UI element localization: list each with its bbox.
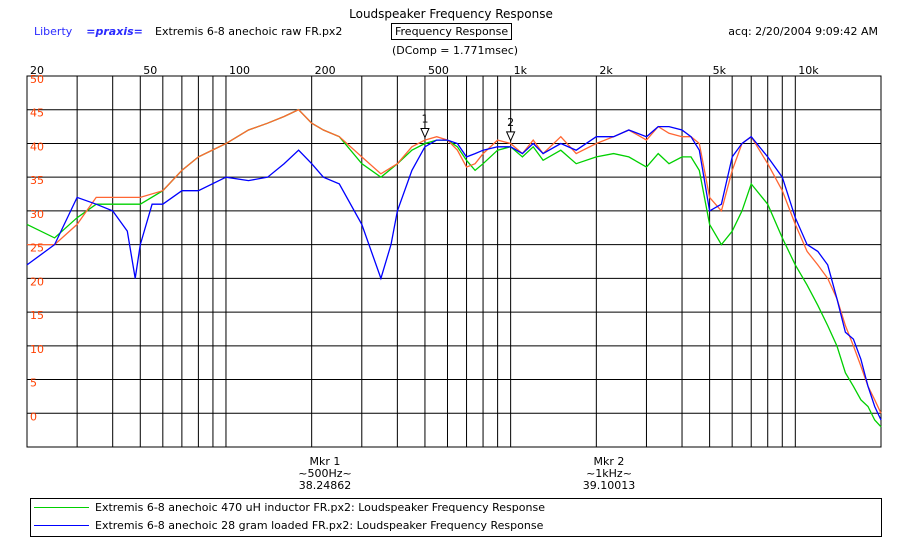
marker-number: 2 [507, 116, 514, 129]
marker-2-label: Mkr 2 [593, 455, 625, 468]
brand-logo: Liberty =praxis= [34, 25, 143, 38]
marker-1-frequency: ~500Hz~ [298, 467, 352, 480]
chart-title: Loudspeaker Frequency Response [349, 7, 553, 21]
y-tick-label: 5 [30, 377, 37, 390]
tab-frequency-response[interactable]: Frequency Response [391, 23, 513, 40]
marker-2-value: 39.10013 [582, 479, 636, 492]
y-tick-label: 45 [30, 107, 44, 120]
x-tick-label: 5k [713, 64, 727, 77]
y-tick-label: 25 [30, 242, 44, 255]
x-tick-label: 1k [514, 64, 528, 77]
legend-swatch [34, 507, 89, 508]
y-tick-label: 0 [30, 410, 37, 423]
legend-swatch [34, 525, 89, 526]
series-line [27, 108, 882, 414]
dcomp-readout: (DComp = 1.771msec) [392, 44, 518, 57]
chart-legend: Extremis 6-8 anechoic 470 uH inductor FR… [30, 498, 882, 537]
y-tick-label: 50 [30, 73, 44, 86]
y-tick-label: 40 [30, 140, 44, 153]
marker-1-readout: Mkr 1 ~500Hz~ 38.24862 [285, 456, 365, 492]
frequency-response-plot[interactable]: 20 50 100 200 500 1k 2k 5k 10k504540353025201510… [0, 0, 902, 500]
x-tick-label: 200 [315, 64, 336, 77]
x-tick-label: 20 [30, 64, 44, 77]
x-tick-label: 50 [143, 64, 157, 77]
y-tick-label: 35 [30, 174, 44, 187]
brand-praxis: =praxis= [86, 25, 143, 38]
legend-item: Extremis 6-8 anechoic 28 gram loaded FR.… [31, 517, 881, 535]
marker-1-label: Mkr 1 [309, 455, 341, 468]
plot-area [26, 75, 882, 448]
y-tick-label: 20 [30, 275, 44, 288]
marker-2-frequency: ~1kHz~ [586, 467, 632, 480]
y-tick-label: 15 [30, 309, 44, 322]
x-tick-label: 10k [798, 64, 819, 77]
marker-number: 1 [421, 112, 428, 125]
y-tick-label: 10 [30, 343, 44, 356]
legend-label: Extremis 6-8 anechoic 28 gram loaded FR.… [95, 519, 544, 532]
x-tick-label: 2k [599, 64, 613, 77]
y-tick-label: 30 [30, 208, 44, 221]
legend-label: Extremis 6-8 anechoic 470 uH inductor FR… [95, 501, 545, 514]
x-tick-label: 500 [428, 64, 449, 77]
x-tick-label: 100 [229, 64, 250, 77]
marker-2-readout: Mkr 2 ~1kHz~ 39.10013 [569, 456, 649, 492]
acquisition-timestamp: acq: 2/20/2004 9:09:42 AM [728, 25, 878, 38]
series-line [26, 125, 882, 421]
brand-liberty: Liberty [34, 25, 73, 38]
source-file-name: Extremis 6-8 anechoic raw FR.px2 [155, 25, 343, 38]
marker-1-value: 38.24862 [298, 479, 352, 492]
legend-item: Extremis 6-8 anechoic 470 uH inductor FR… [31, 499, 881, 517]
